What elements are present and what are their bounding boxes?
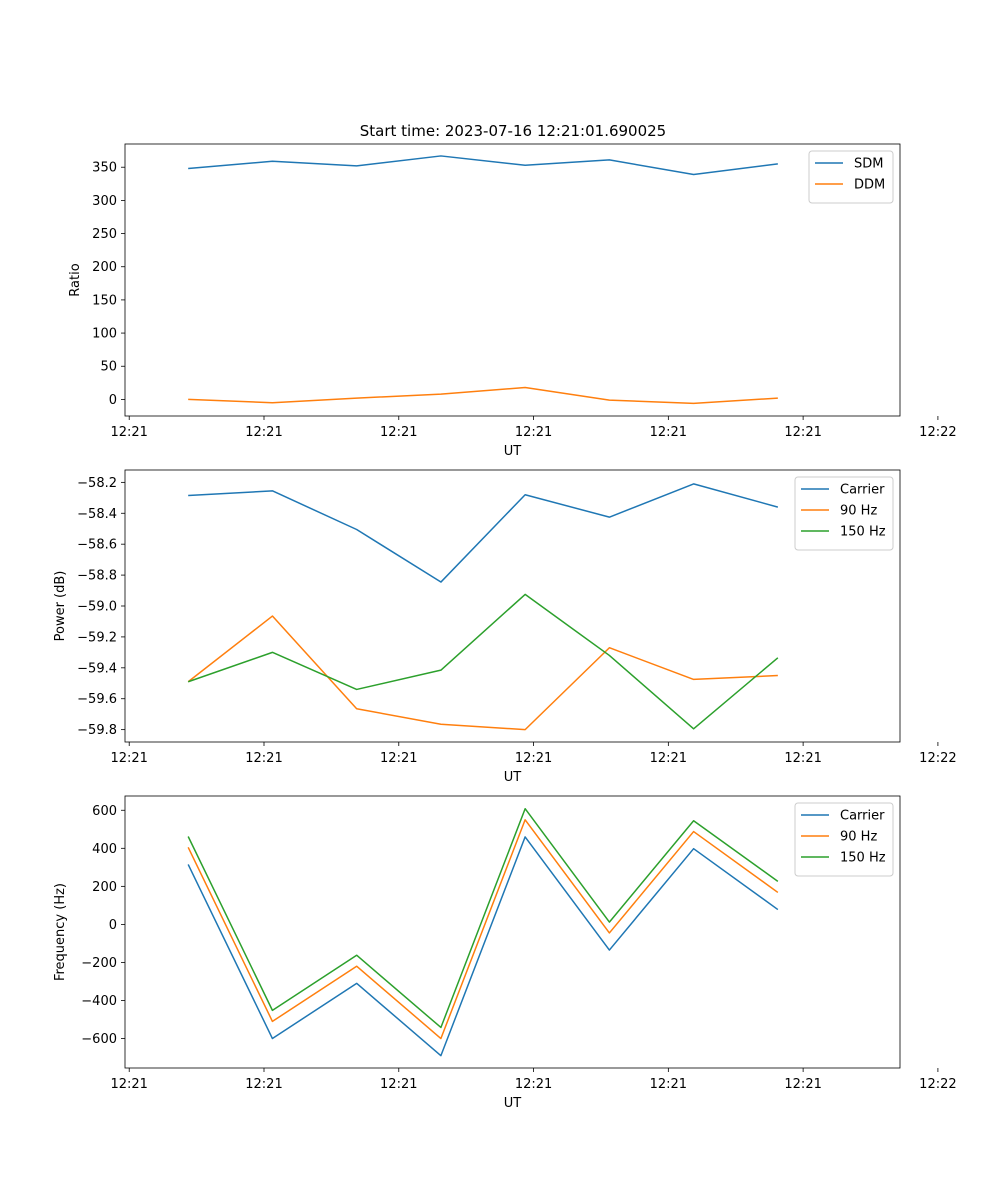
- y-tick-label: 350: [92, 161, 117, 176]
- chart-panel-2: 12:21 12:21 12:21 12:21 12:21 12:21 12:22 UT −58…: [53, 469, 957, 785]
- y-tick-label: −58.8: [77, 569, 117, 584]
- series-line-90-hz: [187, 819, 779, 1040]
- y-axis-label: Power (dB): [53, 571, 68, 642]
- legend-label: 90 Hz: [840, 504, 877, 519]
- y-tick-label: −59.0: [77, 600, 117, 615]
- figure-title: Start time: 2023-07-16 12:21:01.690025: [360, 122, 666, 140]
- series-line-90-hz: [187, 615, 778, 731]
- x-tick-label: 12:21: [245, 425, 282, 440]
- y-tick-label: 0: [109, 918, 117, 933]
- y-tick-label: −400: [81, 994, 117, 1009]
- y-tick-label: −600: [81, 1032, 117, 1047]
- y-tick-label: −58.6: [77, 538, 117, 553]
- x-tick-label: 12:21: [784, 425, 821, 440]
- y-axis: 0 50 100 150 200 250 300 350: [92, 161, 125, 408]
- x-tick-label: 12:21: [245, 751, 282, 766]
- y-tick-label: −59.8: [77, 723, 117, 738]
- x-tick-label: 12:21: [650, 751, 687, 766]
- x-axis-label: UT: [504, 1096, 522, 1111]
- x-axis-label: UT: [504, 770, 522, 785]
- y-tick-label: 600: [92, 804, 117, 819]
- x-tick-label: 12:21: [784, 1077, 821, 1092]
- series-line-150-hz: [187, 807, 779, 1029]
- legend-label: Carrier: [840, 483, 885, 498]
- series-line-sdm: [188, 155, 778, 176]
- legend-label: DDM: [854, 178, 885, 193]
- y-tick-label: −59.2: [77, 630, 117, 645]
- y-tick-label: 300: [92, 194, 117, 209]
- y-tick-label: −58.4: [77, 507, 117, 522]
- x-tick-label: 12:21: [784, 751, 821, 766]
- chart-panel-1: 12:21 12:21 12:21 12:21 12:21 12:21 12:22 UT 0 50…: [68, 143, 957, 459]
- x-tick-label: 12:21: [515, 751, 552, 766]
- y-tick-label: 150: [92, 293, 117, 308]
- x-tick-label: 12:21: [380, 1077, 417, 1092]
- y-tick-label: 100: [92, 327, 117, 342]
- y-axis-label: Ratio: [68, 263, 83, 296]
- x-tick-label: 12:21: [515, 1077, 552, 1092]
- legend: Carrier 90 Hz 150 Hz: [794, 476, 894, 551]
- legend: Carrier 90 Hz 150 Hz: [794, 802, 894, 877]
- y-tick-label: 0: [109, 393, 117, 408]
- legend-label: 150 Hz: [840, 851, 886, 866]
- x-axis: 12:21 12:21 12:21 12:21 12:21 12:21 12:22: [110, 742, 957, 766]
- x-tick-label: 12:21: [650, 1077, 687, 1092]
- y-tick-label: −59.4: [77, 661, 117, 676]
- legend-label: 150 Hz: [840, 525, 886, 540]
- chart-panels: 12:21 12:21 12:21 12:21 12:21 12:21 12:22 UT 0 50…: [53, 143, 957, 1111]
- x-tick-label: 12:22: [919, 1077, 956, 1092]
- legend-label: SDM: [854, 157, 883, 172]
- x-tick-label: 12:21: [110, 1077, 147, 1092]
- x-tick-label: 12:22: [919, 425, 956, 440]
- legend-label: 90 Hz: [840, 830, 877, 845]
- x-tick-label: 12:21: [515, 425, 552, 440]
- y-axis: −58.2 −58.4 −58.6 −58.8 −59.0 −59.2 −59.4 −59.6…: [77, 476, 125, 738]
- x-tick-label: 12:21: [650, 425, 687, 440]
- y-axis: 600 400 200 0 −200 −400 −600: [81, 804, 125, 1047]
- legend-box: [808, 150, 894, 204]
- y-tick-label: 250: [92, 227, 117, 242]
- x-tick-label: 12:21: [110, 751, 147, 766]
- x-axis: 12:21 12:21 12:21 12:21 12:21 12:21 12:22: [110, 1068, 957, 1092]
- y-tick-label: 400: [92, 842, 117, 857]
- y-tick-label: 200: [92, 880, 117, 895]
- x-tick-label: 12:22: [919, 751, 956, 766]
- x-tick-label: 12:21: [380, 751, 417, 766]
- x-axis: 12:21 12:21 12:21 12:21 12:21 12:21 12:22: [110, 416, 957, 440]
- chart-panel-3: 12:21 12:21 12:21 12:21 12:21 12:21 12:22 UT 600…: [53, 795, 957, 1111]
- x-axis-label: UT: [504, 444, 522, 459]
- y-tick-label: −58.2: [77, 476, 117, 491]
- y-tick-label: −59.6: [77, 692, 117, 707]
- x-tick-label: 12:21: [110, 425, 147, 440]
- x-tick-label: 12:21: [380, 425, 417, 440]
- legend-label: Carrier: [840, 809, 885, 824]
- series-line-150-hz: [187, 593, 779, 730]
- series-line-carrier: [187, 836, 779, 1057]
- y-axis-label: Frequency (Hz): [53, 883, 68, 981]
- y-tick-label: 200: [92, 260, 117, 275]
- plot-area-frame: [124, 143, 901, 417]
- series-line-carrier: [188, 483, 779, 583]
- y-tick-label: 50: [100, 360, 117, 375]
- plot-area-frame: [124, 795, 901, 1069]
- series-line-ddm: [188, 386, 778, 405]
- x-tick-label: 12:21: [245, 1077, 282, 1092]
- legend: SDM DDM: [808, 150, 894, 204]
- y-tick-label: −200: [81, 956, 117, 971]
